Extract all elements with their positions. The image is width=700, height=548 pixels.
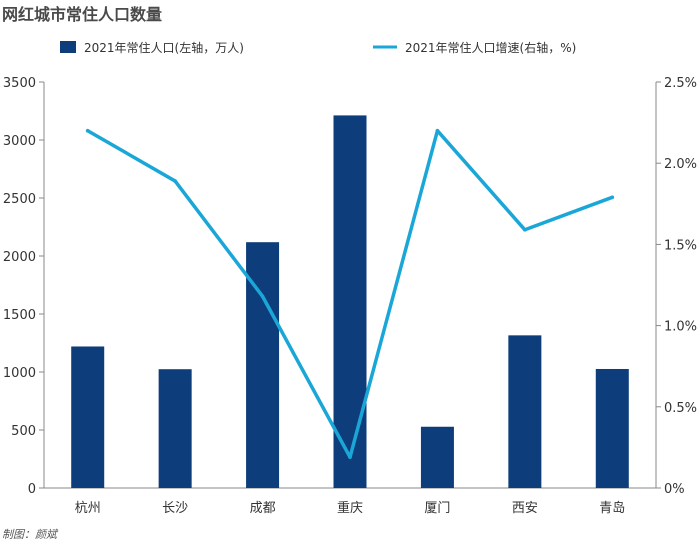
right-tick-label: 1.0% xyxy=(664,320,697,335)
left-tick-label: 2000 xyxy=(3,250,36,265)
chart-title: 网红城市常住人口数量 xyxy=(2,5,162,24)
right-tick-label: 2.5% xyxy=(664,76,697,91)
bar-6 xyxy=(595,368,629,488)
left-tick-label: 3500 xyxy=(3,76,36,91)
category-label: 长沙 xyxy=(162,501,188,516)
right-tick-label: 2.0% xyxy=(664,157,697,172)
category-label: 重庆 xyxy=(337,500,363,516)
legend-bar-swatch xyxy=(60,41,76,53)
bar-5 xyxy=(508,335,542,488)
left-tick-label: 1500 xyxy=(3,308,36,323)
line-point-4 xyxy=(435,128,440,133)
category-label: 厦门 xyxy=(424,501,450,516)
line-point-5 xyxy=(523,227,527,232)
bar-series xyxy=(71,115,629,489)
legend-line-label: 2021年常住人口增速(右轴，%) xyxy=(405,40,576,55)
bar-1 xyxy=(158,369,192,488)
left-tick-label: 1000 xyxy=(3,366,36,381)
category-label: 青岛 xyxy=(599,500,625,516)
line-point-2 xyxy=(260,294,265,299)
right-axis-ticks: 0% 0.5% 1.0% 1.5% 2.0% 2.5% xyxy=(656,76,697,497)
line-point-1 xyxy=(173,179,177,183)
right-tick-label: 0.5% xyxy=(664,401,697,416)
left-tick-label: 2500 xyxy=(3,192,36,207)
credit-text: 制图：颜斌 xyxy=(2,528,59,541)
category-label: 杭州 xyxy=(75,501,101,516)
bar-3 xyxy=(333,115,367,489)
left-tick-label: 0 xyxy=(28,482,36,497)
line-point-3 xyxy=(348,455,352,459)
right-tick-label: 0% xyxy=(664,482,685,497)
category-label: 成都 xyxy=(250,501,276,516)
bar-0 xyxy=(71,346,105,488)
right-tick-label: 1.5% xyxy=(664,238,697,253)
legend-bar-label: 2021年常住人口(左轴，万人) xyxy=(84,40,244,55)
legend: 2021年常住人口(左轴，万人) 2021年常住人口增速(右轴，%) xyxy=(60,40,576,55)
line-series xyxy=(85,128,615,459)
bar-4 xyxy=(420,426,454,488)
line-point-6 xyxy=(610,195,615,200)
category-label: 西安 xyxy=(512,501,538,516)
line-point-0 xyxy=(85,128,90,133)
left-tick-label: 3000 xyxy=(3,134,36,149)
left-tick-label: 500 xyxy=(11,424,36,439)
left-axis-ticks: 0 500 1000 1500 2000 2500 3000 3500 xyxy=(3,76,44,497)
category-labels: 杭州 长沙 成都 重庆 厦门 西安 青岛 xyxy=(75,500,626,516)
